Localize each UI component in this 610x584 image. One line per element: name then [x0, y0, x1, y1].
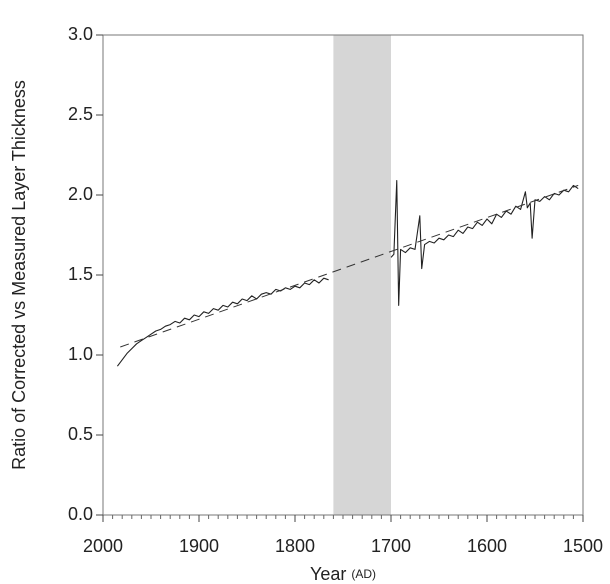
x-tick-label: 1900: [179, 536, 219, 556]
x-tick-label: 1700: [371, 536, 411, 556]
x-tick-label: 1600: [467, 536, 507, 556]
x-axis-unit: (AD): [351, 567, 376, 581]
y-tick-label: 3.0: [68, 24, 93, 44]
data-line: [120, 184, 579, 348]
x-tick-label: 1800: [275, 536, 315, 556]
y-tick-label: 0.5: [68, 424, 93, 444]
x-axis-label-main: Year: [310, 564, 346, 584]
y-tick-label: 1.5: [68, 264, 93, 284]
x-tick-label: 1500: [563, 536, 603, 556]
y-tick-label: 1.0: [68, 344, 93, 364]
y-tick-label: 2.0: [68, 184, 93, 204]
x-axis-label: Year (AD): [310, 564, 376, 584]
x-tick-label: 2000: [83, 536, 123, 556]
shaded-span: [333, 35, 391, 515]
y-tick-label: 2.5: [68, 104, 93, 124]
y-tick-label: 0.0: [68, 504, 93, 524]
y-axis-label: Ratio of Corrected vs Measured Layer Thi…: [9, 80, 29, 470]
data-line: [116, 180, 579, 367]
